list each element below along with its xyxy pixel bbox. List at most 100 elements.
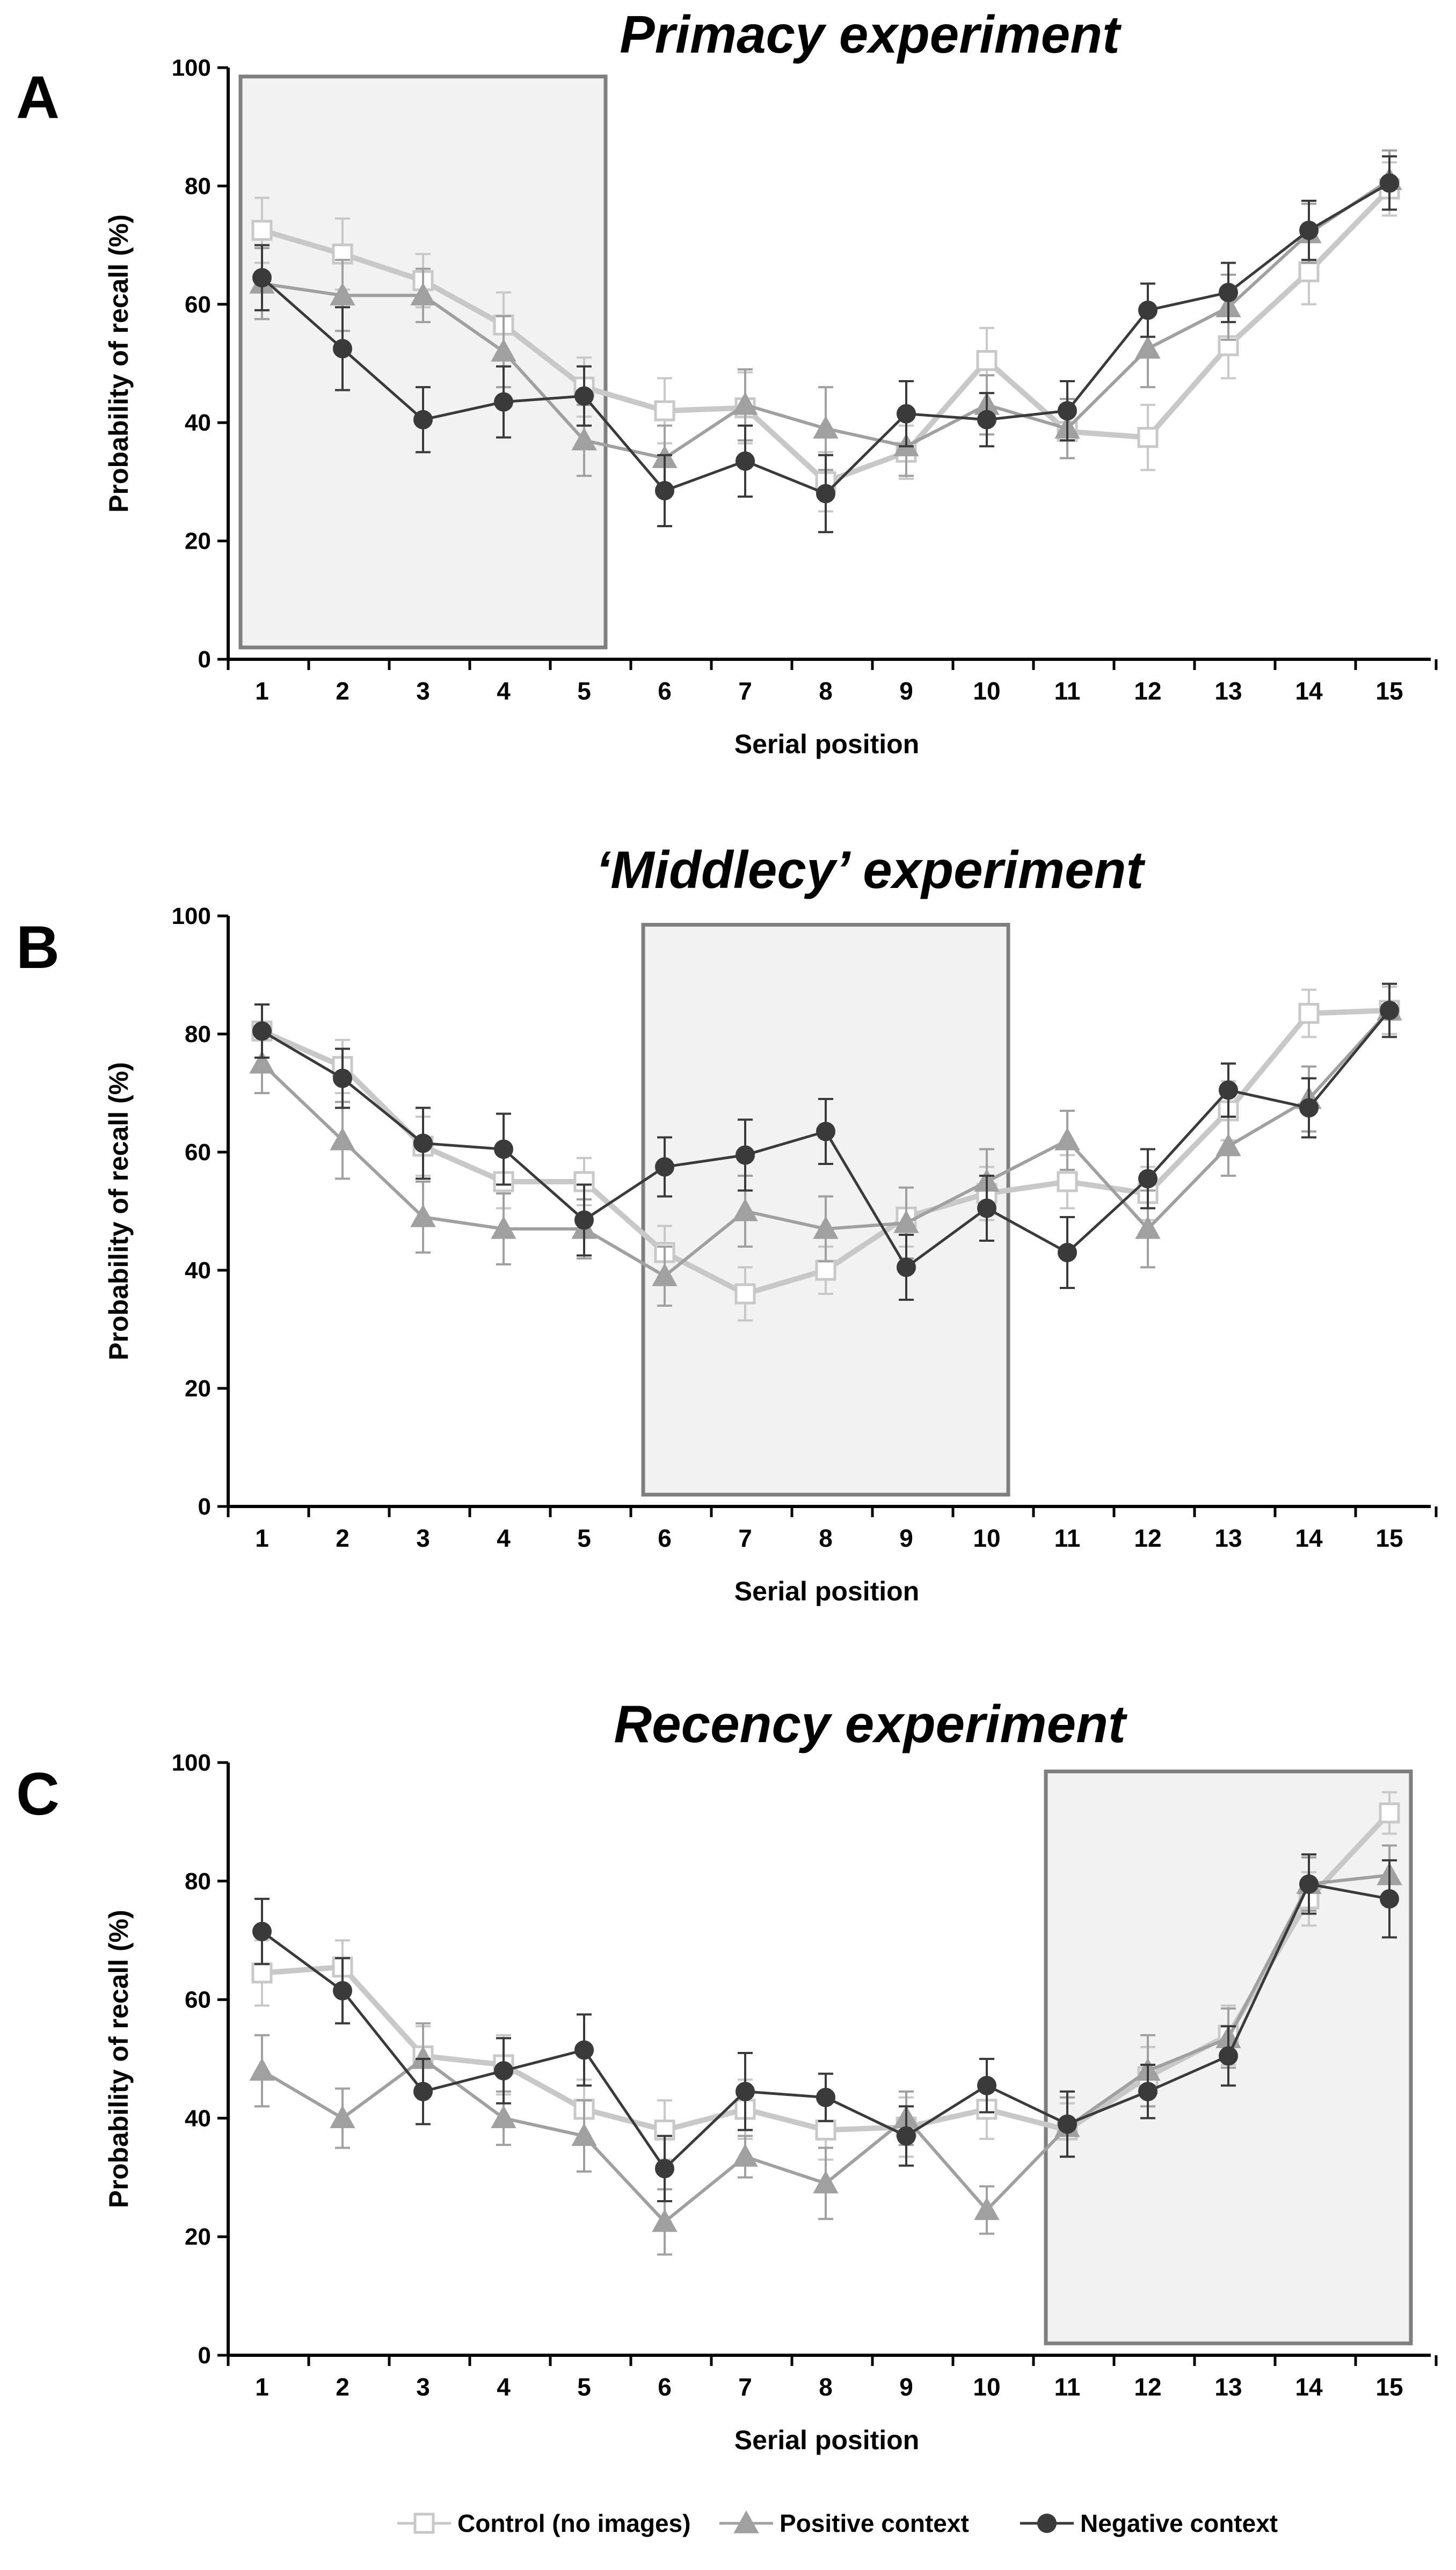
data-point <box>652 1263 678 1286</box>
chart-title: Primacy experiment <box>620 5 1122 64</box>
x-axis-label: Serial position <box>734 2425 920 2455</box>
data-point <box>413 2081 433 2101</box>
x-tick-label: 14 <box>1295 2373 1323 2401</box>
x-tick-label: 9 <box>899 677 913 705</box>
data-point <box>1219 282 1238 302</box>
data-point <box>734 1283 756 1305</box>
panel-letter: C <box>16 1760 60 1828</box>
data-point <box>1138 2081 1157 2101</box>
legend: Control (no images) Positive context Negat… <box>397 2509 1278 2537</box>
y-axis-label: Probability of recall (%) <box>104 1062 134 1360</box>
x-tick-label: 7 <box>738 677 752 705</box>
panel-letter: A <box>16 64 60 131</box>
data-point <box>333 1981 352 2001</box>
data-point <box>655 480 674 500</box>
data-point <box>1058 401 1077 421</box>
data-point <box>1135 1215 1161 1239</box>
panel-letter: B <box>16 914 60 981</box>
legend-marker <box>1037 2514 1057 2533</box>
y-tick-label: 0 <box>198 2342 211 2369</box>
x-tick-label: 15 <box>1375 1524 1403 1552</box>
data-point <box>571 2123 597 2146</box>
highlight-box <box>238 75 608 650</box>
x-tick-label: 11 <box>1054 2373 1081 2401</box>
x-tick-label: 6 <box>658 2373 672 2401</box>
y-tick-label: 60 <box>185 292 211 318</box>
x-tick-label: 14 <box>1295 1524 1323 1552</box>
x-tick-label: 6 <box>658 1524 672 1552</box>
y-tick-label: 60 <box>185 1987 211 2013</box>
data-point <box>1215 1133 1241 1156</box>
x-tick-label: 10 <box>973 2373 1000 2401</box>
chart-title: Recency experiment <box>614 1694 1127 1753</box>
data-point <box>1299 1874 1319 1894</box>
data-point <box>1058 2114 1077 2134</box>
data-point <box>1138 1169 1157 1189</box>
data-point <box>249 2058 275 2081</box>
data-point <box>732 2144 758 2167</box>
data-point <box>736 1145 755 1165</box>
x-tick-label: 6 <box>658 677 672 705</box>
data-point <box>732 1198 758 1221</box>
data-point <box>252 268 272 288</box>
data-point <box>330 2105 355 2128</box>
data-point <box>410 1204 436 1227</box>
legend-item: Control (no images) <box>397 2509 690 2537</box>
data-point <box>977 410 996 429</box>
data-point <box>491 2105 516 2128</box>
legend-item: Negative context <box>1020 2509 1278 2537</box>
x-tick-label: 14 <box>1295 677 1323 705</box>
y-tick-label: 60 <box>185 1139 211 1166</box>
x-tick-label: 13 <box>1214 2373 1242 2401</box>
x-tick-label: 13 <box>1214 1524 1242 1552</box>
data-point <box>413 1133 433 1153</box>
x-tick-label: 2 <box>336 677 350 705</box>
data-point <box>816 1122 835 1141</box>
x-tick-label: 1 <box>255 1524 269 1552</box>
data-point <box>1219 2046 1238 2066</box>
data-point <box>893 1210 919 1233</box>
series-circle <box>252 155 1399 534</box>
y-axis-label: Probability of recall (%) <box>104 214 134 513</box>
y-tick-label: 40 <box>185 410 211 436</box>
data-point <box>1138 300 1157 320</box>
y-tick-label: 100 <box>172 55 211 81</box>
data-point <box>1298 261 1320 282</box>
data-point <box>1058 1243 1077 1262</box>
y-tick-label: 0 <box>198 646 211 673</box>
y-tick-label: 100 <box>172 1750 211 1776</box>
chart-title: ‘Middlecy’ experiment <box>596 840 1146 899</box>
data-point <box>1298 1003 1320 1024</box>
x-tick-label: 15 <box>1375 677 1403 705</box>
series-circle <box>252 1853 1399 2202</box>
y-tick-label: 100 <box>172 903 211 929</box>
data-point <box>1380 1889 1399 1909</box>
data-point <box>1299 221 1319 241</box>
x-tick-label: 9 <box>899 2373 913 2401</box>
data-point <box>897 1257 916 1277</box>
x-tick-label: 3 <box>416 1524 430 1552</box>
x-tick-label: 5 <box>577 677 591 705</box>
data-point <box>655 1157 674 1177</box>
y-tick-label: 20 <box>185 1375 211 1402</box>
x-tick-label: 8 <box>819 2373 833 2401</box>
data-point <box>1379 1802 1400 1824</box>
data-point <box>491 1215 516 1239</box>
data-point <box>816 484 835 504</box>
legend-marker <box>413 2513 435 2534</box>
legend-label: Control (no images) <box>457 2509 690 2537</box>
data-point <box>330 282 355 305</box>
data-point <box>574 2040 594 2060</box>
data-point <box>897 2126 916 2146</box>
x-tick-label: 11 <box>1054 677 1081 705</box>
y-tick-label: 0 <box>198 1494 211 1520</box>
x-tick-label: 4 <box>497 677 511 705</box>
x-tick-label: 4 <box>497 1524 511 1552</box>
data-point <box>654 400 675 421</box>
y-tick-label: 80 <box>185 1868 211 1895</box>
